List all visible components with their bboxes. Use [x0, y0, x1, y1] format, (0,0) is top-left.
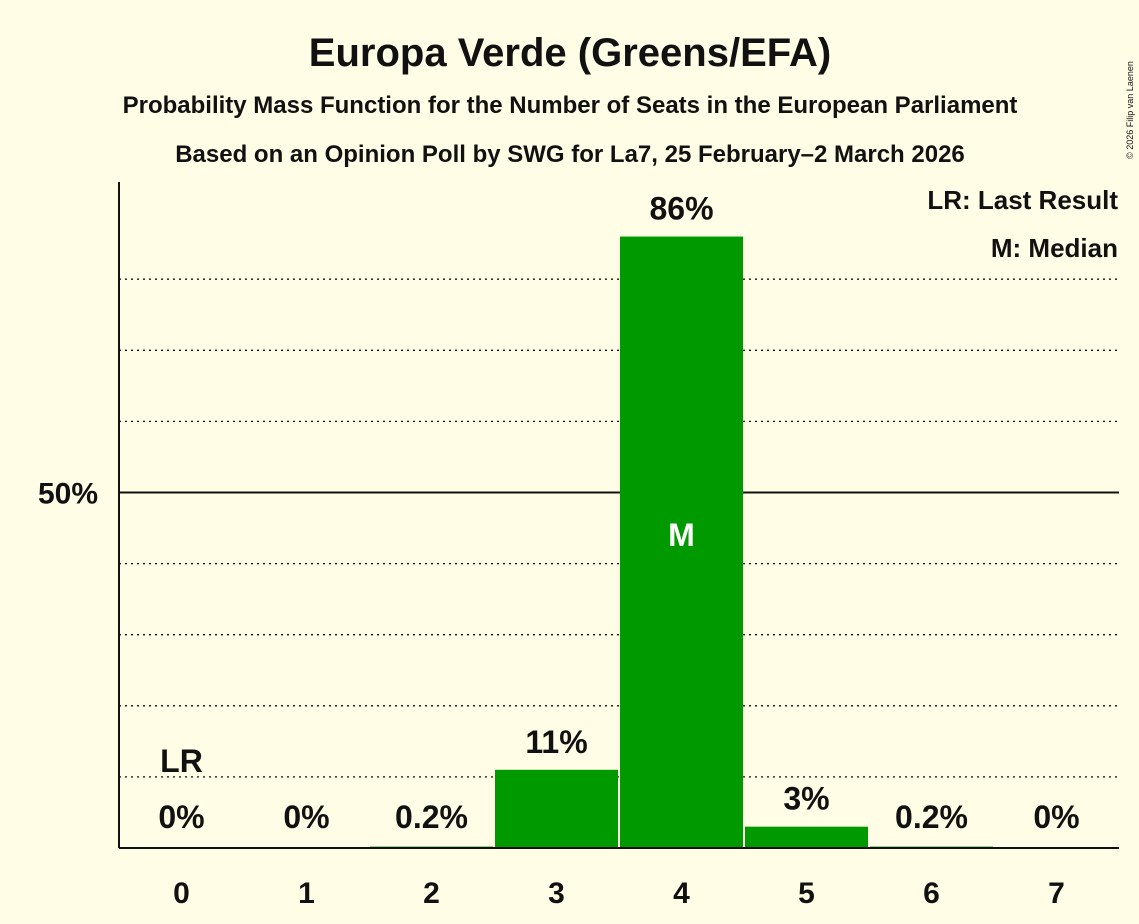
bar-4	[620, 236, 743, 849]
gridlines	[119, 278, 1119, 778]
x-tick-label: 6	[923, 877, 940, 910]
value-label: 3%	[783, 781, 829, 817]
value-label: 86%	[649, 191, 713, 227]
x-tick-label: 3	[548, 877, 565, 910]
chart-title: Europa Verde (Greens/EFA)	[309, 31, 831, 75]
y-tick-labels: 50%	[38, 478, 98, 511]
x-tick-label: 1	[298, 877, 315, 910]
value-labels: 0% LR 0% 0.2% 11% 86% M 3% 0.2% 0%	[158, 191, 1079, 835]
last-result-marker: LR	[160, 743, 203, 779]
bars	[370, 236, 993, 849]
y-tick-label: 50%	[38, 478, 98, 511]
legend-last-result: LR: Last Result	[927, 185, 1118, 215]
x-tick-label: 4	[673, 877, 690, 910]
value-label: 0%	[1033, 799, 1079, 835]
median-marker: M	[668, 517, 695, 553]
copyright-note: © 2026 Filip van Laenen	[1125, 61, 1135, 159]
x-tick-label: 2	[423, 877, 440, 910]
chart-subtitle: Probability Mass Function for the Number…	[123, 92, 1018, 119]
value-label: 0%	[283, 799, 329, 835]
value-label: 11%	[525, 724, 587, 760]
x-tick-label: 0	[173, 877, 190, 910]
value-label: 0%	[158, 799, 204, 835]
bar-5	[745, 826, 868, 848]
x-tick-label: 5	[798, 877, 815, 910]
chart-source-line: Based on an Opinion Poll by SWG for La7,…	[175, 141, 965, 168]
x-tick-labels: 0 1 2 3 4 5 6 7	[173, 877, 1065, 910]
legend-median: M: Median	[991, 233, 1118, 263]
x-tick-label: 7	[1048, 877, 1065, 910]
value-label: 0.2%	[395, 799, 468, 835]
bar-3	[495, 769, 618, 848]
value-label: 0.2%	[895, 799, 968, 835]
